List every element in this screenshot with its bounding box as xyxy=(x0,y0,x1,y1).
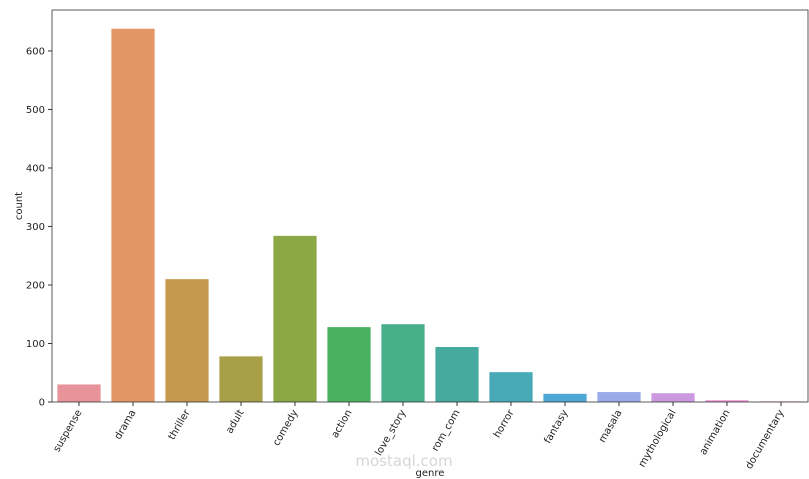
bar xyxy=(543,393,587,402)
y-tick-label: 200 xyxy=(26,280,45,291)
x-tick-label: horror xyxy=(492,407,517,440)
x-tick-label: suspense xyxy=(52,408,85,454)
x-tick-label: documentary xyxy=(744,408,787,471)
x-tick-label: masala xyxy=(597,408,625,445)
bar xyxy=(489,372,533,402)
y-tick-label: 600 xyxy=(26,46,45,57)
bar xyxy=(705,400,749,402)
bar xyxy=(327,327,371,402)
bar xyxy=(111,28,155,403)
bar xyxy=(381,324,425,402)
bar xyxy=(219,356,263,402)
bar xyxy=(57,384,101,402)
bar xyxy=(651,393,695,402)
y-tick-label: 400 xyxy=(26,163,45,174)
bar xyxy=(165,279,209,402)
x-tick-label: rom_com xyxy=(430,408,463,453)
x-tick-label: drama xyxy=(113,408,139,442)
x-axis-label: genre xyxy=(416,468,445,479)
x-tick-label: love_story xyxy=(373,408,408,458)
bar xyxy=(273,235,317,402)
y-tick-label: 0 xyxy=(39,398,45,409)
y-tick-label: 500 xyxy=(26,105,45,116)
x-tick-label: animation xyxy=(698,408,733,457)
watermark: mostaql.com xyxy=(355,452,452,470)
x-tick-label: comedy xyxy=(271,408,300,448)
axes-frame xyxy=(51,9,809,403)
x-tick-label: fantasy xyxy=(542,408,570,446)
y-axis-label: count xyxy=(14,192,25,220)
y-tick-label: 300 xyxy=(26,222,45,233)
x-tick-label: thriller xyxy=(167,407,193,442)
x-tick-label: action xyxy=(330,408,355,440)
x-tick-label: mythological xyxy=(637,408,679,469)
y-tick-label: 100 xyxy=(26,339,45,350)
x-tick-label: adult xyxy=(224,408,246,436)
bar xyxy=(597,392,641,402)
bar xyxy=(435,347,479,402)
